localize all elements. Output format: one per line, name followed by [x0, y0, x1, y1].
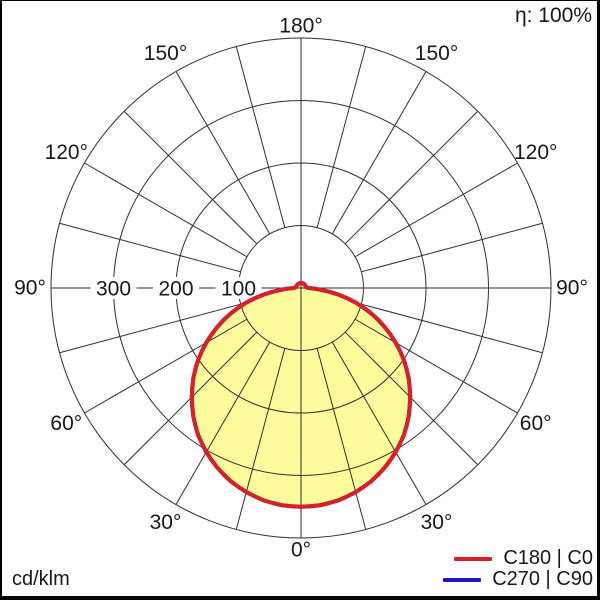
grid-spoke-15	[316, 348, 367, 530]
legend-item-c270-c90: C270 | C90	[443, 568, 593, 590]
angle-label-30-left: 30°	[150, 511, 182, 534]
grid-spoke-195	[235, 46, 286, 228]
grid-spoke-255	[59, 222, 241, 273]
angle-label-150-left: 150°	[144, 42, 187, 65]
grid-spoke-300	[84, 318, 248, 414]
legend: C180 | C0 C270 | C90	[443, 547, 593, 590]
grid-spoke-105	[361, 222, 543, 273]
grid-spoke-345	[235, 348, 286, 530]
grid-spoke-135	[344, 110, 479, 245]
angle-label-180: 180°	[279, 15, 322, 38]
grid-spoke-165	[316, 46, 367, 228]
legend-label-c270-c90: C270 | C90	[492, 568, 593, 590]
angle-label-30-right: 30°	[421, 511, 453, 534]
grid-spoke-285	[59, 303, 241, 354]
legend-line-c180-c0	[454, 556, 493, 561]
angle-label-0: 0°	[291, 539, 311, 562]
angle-label-60-right: 60°	[520, 412, 552, 435]
grid-spoke-225	[123, 110, 258, 245]
unit-label: cd/klm	[12, 568, 70, 590]
grid-spoke-60	[354, 318, 518, 414]
radial-label-bg-200	[153, 277, 199, 299]
angle-label-60-left: 60°	[50, 412, 82, 435]
angle-label-90-left: 90°	[14, 277, 46, 300]
grid-spoke-330	[175, 341, 271, 505]
radial-label-bg-300	[90, 277, 137, 299]
legend-item-c180-c0: C180 | C0	[454, 547, 593, 569]
radial-label-100: 100	[221, 278, 256, 301]
grid-spoke-120	[354, 162, 518, 258]
radial-label-bg-100	[215, 277, 262, 299]
legend-line-c270-c90	[443, 577, 482, 582]
grid-spoke-75	[361, 303, 543, 354]
curve-c180-c0	[189, 281, 413, 509]
grid-spoke-240	[84, 162, 248, 258]
grid-spoke-150	[331, 71, 427, 235]
angle-label-90-right: 90°	[556, 277, 588, 300]
efficiency-label: η: 100%	[514, 4, 592, 27]
angle-label-120-left: 120°	[45, 141, 88, 164]
grid-spoke-210	[175, 71, 271, 235]
legend-label-c180-c0: C180 | C0	[503, 547, 593, 569]
radial-label-300: 300	[96, 278, 131, 301]
angle-label-120-right: 120°	[514, 141, 557, 164]
angle-label-150-right: 150°	[415, 42, 458, 65]
grid-spoke-30	[331, 341, 427, 505]
radial-label-200: 200	[158, 278, 193, 301]
